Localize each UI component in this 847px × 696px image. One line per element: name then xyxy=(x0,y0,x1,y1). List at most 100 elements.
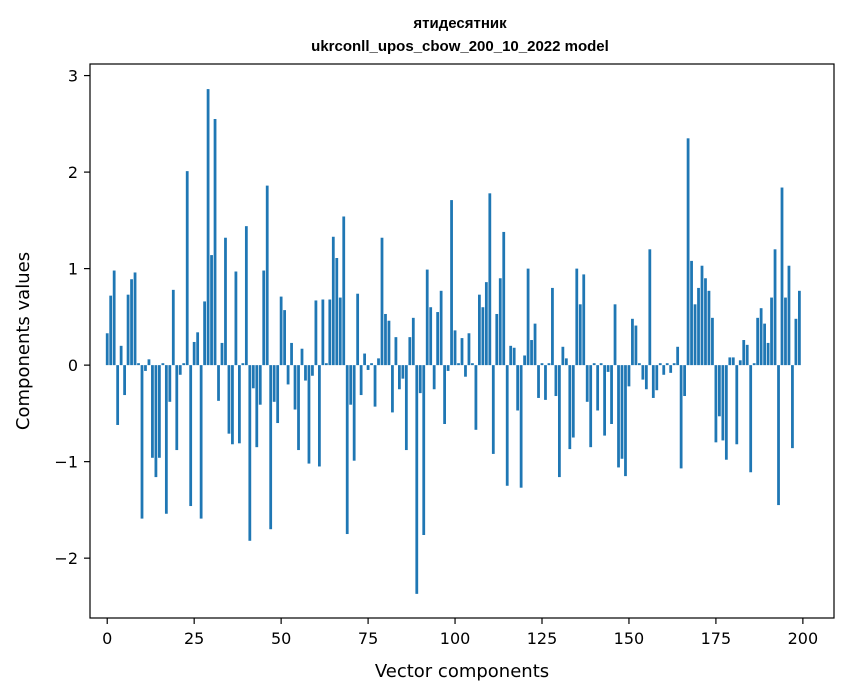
bar-92 xyxy=(425,269,429,366)
bar-37 xyxy=(234,271,238,366)
bar-161 xyxy=(665,363,669,366)
bar-187 xyxy=(756,317,760,366)
bar-82 xyxy=(391,365,394,413)
bar-35 xyxy=(227,365,231,434)
y-tick-label-2: 0 xyxy=(68,356,78,375)
bar-70 xyxy=(349,365,353,405)
bar-145 xyxy=(610,365,613,424)
bar-98 xyxy=(446,365,450,371)
bar-193 xyxy=(777,365,780,506)
bar-152 xyxy=(634,325,638,366)
x-tick-label-6: 150 xyxy=(614,629,645,648)
bar-191 xyxy=(770,297,773,366)
y-axis-ticks: −2 −1 0 1 2 3 xyxy=(54,67,90,568)
bar-146 xyxy=(613,304,617,366)
bar-154 xyxy=(641,365,645,380)
bar-79 xyxy=(380,237,384,366)
bar-12 xyxy=(147,359,151,366)
bar-143 xyxy=(603,365,606,436)
bar-43 xyxy=(255,365,259,448)
bar-194 xyxy=(780,187,784,366)
bar-119 xyxy=(519,365,523,488)
bar-136 xyxy=(578,304,582,366)
bar-45 xyxy=(262,270,266,366)
bar-185 xyxy=(749,365,753,473)
bar-159 xyxy=(658,363,662,366)
bar-179 xyxy=(728,357,732,366)
bar-56 xyxy=(300,348,304,366)
bar-11 xyxy=(144,365,147,371)
bar-183 xyxy=(742,340,746,366)
x-tick-label-8: 200 xyxy=(788,629,819,648)
bar-112 xyxy=(495,313,499,366)
bar-62 xyxy=(321,299,325,366)
bar-60 xyxy=(314,300,318,366)
bar-122 xyxy=(530,340,533,366)
bar-2 xyxy=(112,270,116,366)
bar-46 xyxy=(265,185,269,366)
bar-33 xyxy=(220,342,224,366)
bar-5 xyxy=(123,365,126,396)
bar-47 xyxy=(269,365,273,530)
bar-151 xyxy=(631,318,634,366)
bar-173 xyxy=(707,290,711,366)
bar-78 xyxy=(377,358,380,366)
bar-83 xyxy=(394,337,398,366)
bar-198 xyxy=(794,318,798,366)
bar-72 xyxy=(356,293,360,366)
bar-134 xyxy=(571,365,575,438)
bar-26 xyxy=(196,332,200,366)
bar-80 xyxy=(384,313,387,366)
bar-144 xyxy=(606,365,610,372)
bar-48 xyxy=(272,365,276,402)
bar-189 xyxy=(763,323,766,366)
bar-128 xyxy=(551,287,554,366)
bar-178 xyxy=(724,365,728,460)
bar-81 xyxy=(387,320,391,366)
bar-94 xyxy=(432,365,436,390)
bar-155 xyxy=(644,365,648,390)
chart-title-word: ятидесятник xyxy=(413,15,507,32)
bar-38 xyxy=(238,365,241,444)
bar-158 xyxy=(655,365,659,391)
bar-147 xyxy=(617,365,620,468)
bar-22 xyxy=(182,363,186,366)
bars-group xyxy=(105,89,801,594)
bar-1 xyxy=(109,295,113,366)
bar-148 xyxy=(620,365,624,459)
bar-118 xyxy=(516,365,520,411)
bar-192 xyxy=(773,249,777,366)
bar-31 xyxy=(213,119,217,366)
bar-96 xyxy=(439,290,443,366)
bar-131 xyxy=(561,346,565,366)
bar-27 xyxy=(199,365,203,519)
bar-95 xyxy=(436,312,440,366)
y-tick-label-5: 3 xyxy=(68,67,78,86)
bar-126 xyxy=(544,365,547,400)
bar-21 xyxy=(178,365,182,375)
bar-39 xyxy=(241,363,245,366)
bar-57 xyxy=(304,365,307,381)
bar-199 xyxy=(798,290,801,366)
x-axis-label: Vector components xyxy=(375,661,549,682)
bar-51 xyxy=(283,310,286,366)
bar-160 xyxy=(662,365,666,375)
bar-139 xyxy=(589,365,593,448)
bar-29 xyxy=(206,89,210,366)
bar-25 xyxy=(192,341,196,366)
bar-7 xyxy=(130,279,133,366)
bar-52 xyxy=(286,365,290,385)
bar-75 xyxy=(366,365,370,370)
bar-171 xyxy=(700,265,704,366)
bar-65 xyxy=(331,236,335,366)
bar-149 xyxy=(624,365,627,477)
x-tick-label-4: 100 xyxy=(440,629,471,648)
bar-24 xyxy=(189,365,193,507)
bar-165 xyxy=(679,365,683,469)
bar-103 xyxy=(464,365,467,377)
bar-120 xyxy=(523,355,526,366)
bar-99 xyxy=(450,200,453,366)
bar-84 xyxy=(398,365,401,390)
bar-190 xyxy=(766,342,770,366)
bar-64 xyxy=(328,299,332,366)
